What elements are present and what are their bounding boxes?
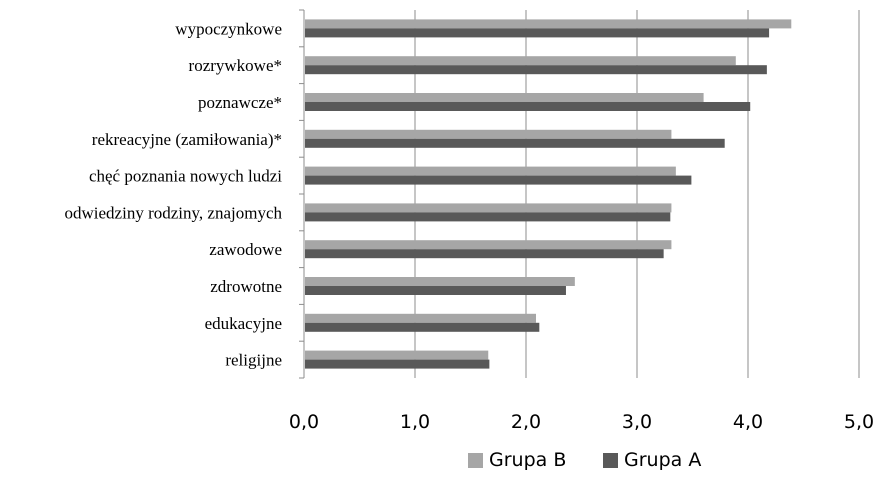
bar-grupa-a xyxy=(305,175,692,185)
bar-grupa-b xyxy=(305,93,704,102)
x-tick-label: 0,0 xyxy=(289,411,319,433)
bar-grupa-a xyxy=(305,322,540,332)
bar-grupa-a xyxy=(305,249,664,259)
category-label: rekreacyjne (zamiłowania)* xyxy=(92,130,282,149)
category-label: wypoczynkowe xyxy=(175,19,282,38)
bar-grupa-b xyxy=(305,129,672,139)
category-label: odwiedziny rodziny, znajomych xyxy=(65,203,283,222)
category-label: edukacyjne xyxy=(205,314,282,333)
x-tick-label: 5,0 xyxy=(844,411,874,433)
bar-grupa-b xyxy=(305,56,736,66)
category-label: chęć poznania nowych ludzi xyxy=(89,167,282,186)
bar-grupa-b xyxy=(305,277,575,286)
legend-swatch xyxy=(603,453,618,468)
bar-grupa-a xyxy=(305,28,770,38)
bar-grupa-a xyxy=(305,359,490,369)
legend-label: Grupa A xyxy=(624,449,701,471)
bar-grupa-b xyxy=(305,166,676,176)
x-tick-label: 4,0 xyxy=(733,411,763,433)
category-label: rozrywkowe* xyxy=(189,56,282,75)
category-label: poznawcze* xyxy=(198,93,282,112)
x-tick-label: 2,0 xyxy=(511,411,541,433)
category-label: zdrowotne xyxy=(210,277,282,296)
category-label: religijne xyxy=(225,351,282,370)
bar-grupa-b xyxy=(305,240,672,250)
bar-grupa-b xyxy=(305,313,536,323)
bar-grupa-a xyxy=(305,286,566,295)
x-tick-label: 1,0 xyxy=(400,411,430,433)
bar-grupa-a xyxy=(305,212,671,222)
bar-grupa-b xyxy=(305,203,672,213)
x-tick-label: 3,0 xyxy=(622,411,652,433)
bar-grupa-b xyxy=(305,19,792,29)
legend-swatch xyxy=(468,453,483,468)
bar-grupa-a xyxy=(305,102,751,111)
category-label: zawodowe xyxy=(209,240,282,259)
bar-grupa-b xyxy=(305,350,489,360)
bar-grupa-a xyxy=(305,65,767,75)
legend-label: Grupa B xyxy=(489,449,566,471)
bar-grupa-a xyxy=(305,138,725,148)
